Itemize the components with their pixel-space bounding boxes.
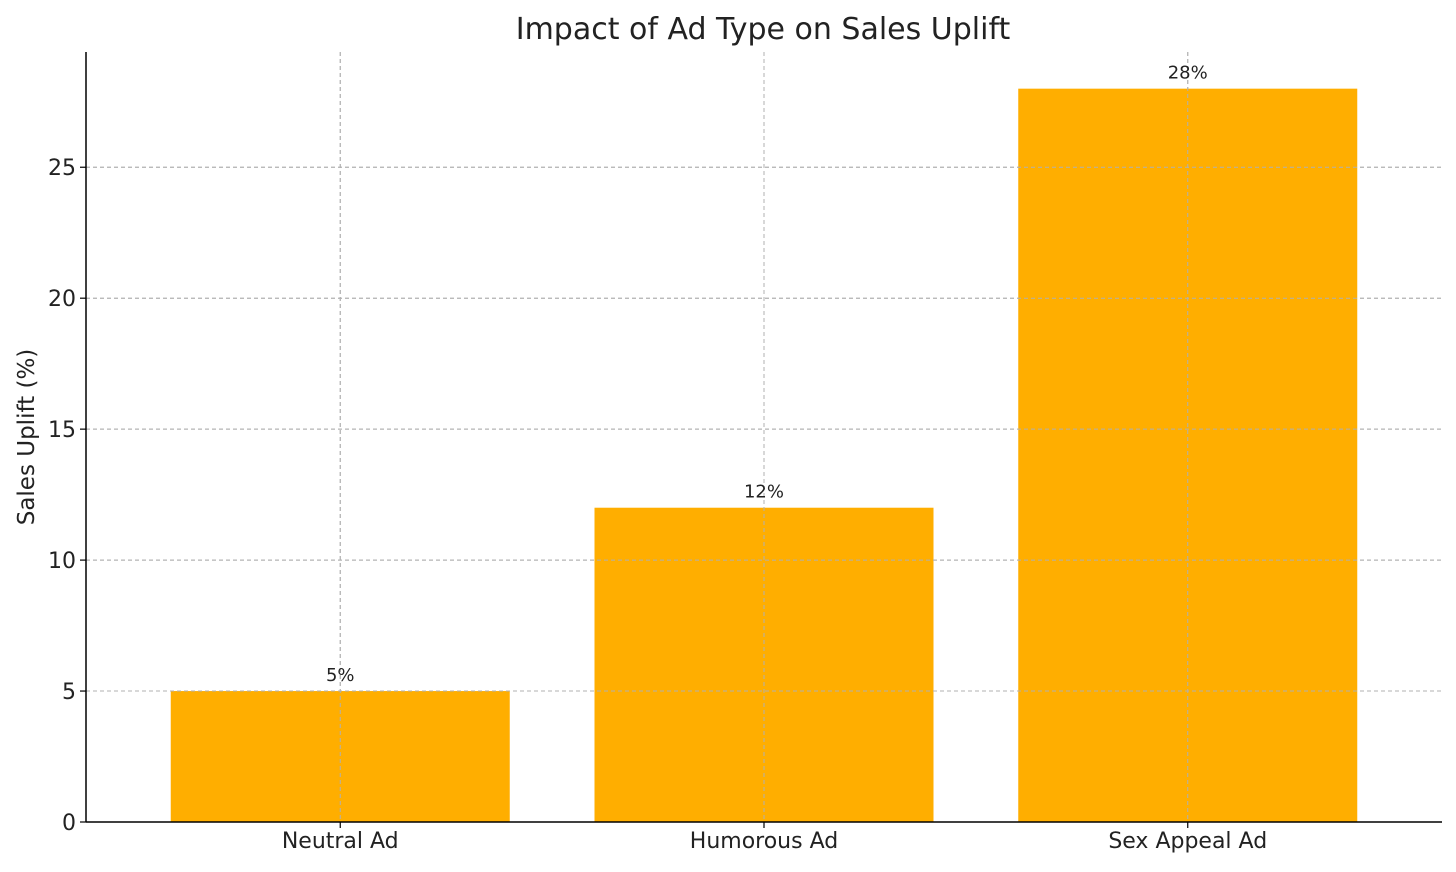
x-tick-label-sex-appeal-ad: Sex Appeal Ad xyxy=(1108,829,1267,854)
x-tick-label-neutral-ad: Neutral Ad xyxy=(282,829,399,854)
axes xyxy=(80,52,1442,828)
labels: 0 5 10 15 20 25 Neutral Ad Humorous Ad Sex Appea… xyxy=(48,63,1267,854)
y-tick-label-5: 5 xyxy=(62,680,76,705)
data-label-humorous-ad: 12% xyxy=(744,482,784,503)
x-tick-label-humorous-ad: Humorous Ad xyxy=(690,829,838,854)
bars xyxy=(86,52,1442,822)
y-tick-label-20: 20 xyxy=(48,287,76,312)
y-tick-label-15: 15 xyxy=(48,418,76,443)
chart-title: Impact of Ad Type on Sales Uplift xyxy=(516,12,1011,47)
y-tick-label-0: 0 xyxy=(62,811,76,836)
data-label-neutral-ad: 5% xyxy=(326,665,355,686)
data-label-sex-appeal-ad: 28% xyxy=(1168,63,1208,84)
y-axis-label: Sales Uplift (%) xyxy=(14,349,40,526)
y-tick-label-25: 25 xyxy=(48,156,76,181)
y-tick-label-10: 10 xyxy=(48,549,76,574)
